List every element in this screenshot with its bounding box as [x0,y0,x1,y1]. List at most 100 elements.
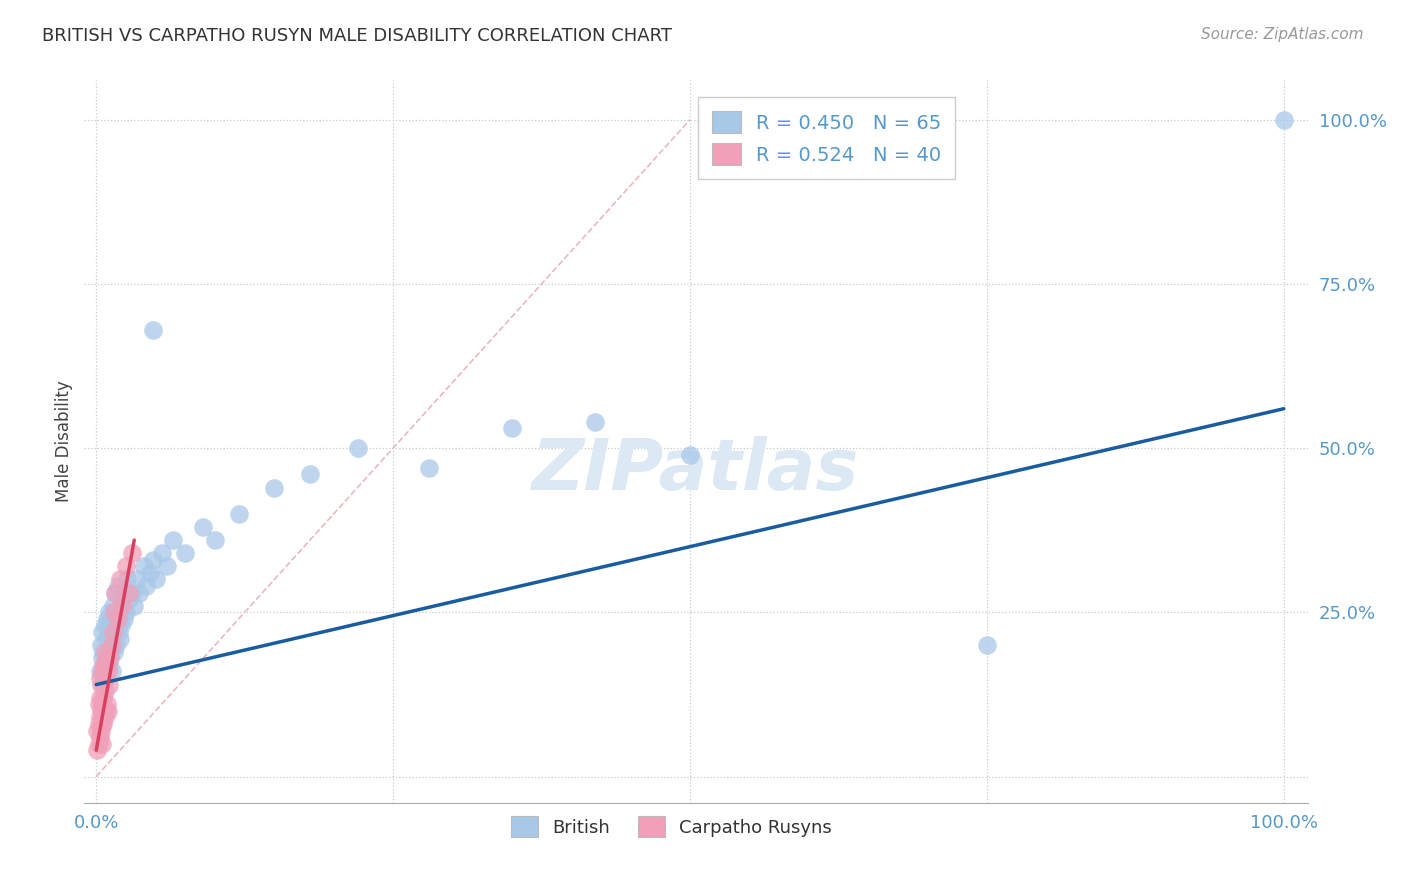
Point [87,717,110,731]
Point [91,717,114,731]
Point [107,612,129,626]
Point [94,704,117,718]
Point [145,573,167,587]
Point [204,533,226,547]
Point [100,645,122,659]
Point [346,441,368,455]
Point [97,651,120,665]
Point [93,657,115,672]
Point [263,481,285,495]
Point [103,612,125,626]
Point [89,671,111,685]
Text: Source: ZipAtlas.com: Source: ZipAtlas.com [1201,27,1364,42]
Point [103,645,125,659]
Point [89,690,111,705]
Point [118,592,141,607]
Point [105,605,128,619]
Point [112,612,135,626]
Point [121,585,143,599]
Point [132,559,155,574]
Point [142,323,165,337]
Point [114,585,136,599]
Point [93,684,115,698]
Point [110,618,132,632]
Point [94,665,117,679]
Point [121,546,143,560]
Point [125,573,148,587]
Y-axis label: Male Disability: Male Disability [55,381,73,502]
Point [115,573,138,587]
Point [115,605,138,619]
Point [93,645,115,659]
Point [150,546,173,560]
Point [976,638,998,652]
Point [96,665,118,679]
Point [96,612,118,626]
Point [98,657,121,672]
Point [97,704,120,718]
Legend: British, Carpatho Rusyns: British, Carpatho Rusyns [503,809,839,845]
Point [87,737,110,751]
Point [100,651,122,665]
Point [115,559,138,574]
Point [90,677,112,691]
Point [111,599,134,613]
Point [93,657,115,672]
Point [93,645,115,659]
Point [100,618,122,632]
Point [91,665,114,679]
Point [107,612,129,626]
Point [93,717,115,731]
Point [142,553,165,567]
Point [418,460,440,475]
Text: BRITISH VS CARPATHO RUSYN MALE DISABILITY CORRELATION CHART: BRITISH VS CARPATHO RUSYN MALE DISABILIT… [42,27,672,45]
Point [107,625,129,640]
Point [91,651,114,665]
Point [105,638,128,652]
Point [89,665,111,679]
Point [162,533,184,547]
Point [91,625,114,640]
Point [86,743,108,757]
Point [101,638,124,652]
Point [100,638,122,652]
Point [87,698,110,712]
Point [98,605,121,619]
Point [100,632,122,646]
Point [94,671,117,685]
Point [174,546,197,560]
Point [111,599,134,613]
Point [89,730,111,744]
Point [91,737,114,751]
Point [583,415,606,429]
Point [93,710,115,724]
Point [679,448,702,462]
Point [104,585,127,599]
Point [93,677,115,691]
Point [103,605,125,619]
Point [128,585,150,599]
Point [122,599,145,613]
Point [97,665,120,679]
Point [90,704,112,718]
Point [86,723,108,738]
Point [107,579,129,593]
Point [101,599,124,613]
Point [108,573,131,587]
Point [91,698,114,712]
Text: ZIPatlas: ZIPatlas [533,436,859,505]
Point [1272,112,1295,127]
Point [94,632,117,646]
Point [89,710,111,724]
Point [298,467,321,482]
Point [93,690,115,705]
Point [156,559,179,574]
Point [98,677,121,691]
Point [108,632,131,646]
Point [108,592,131,607]
Point [138,566,160,580]
Point [191,520,214,534]
Point [96,651,118,665]
Point [90,638,112,652]
Point [104,625,127,640]
